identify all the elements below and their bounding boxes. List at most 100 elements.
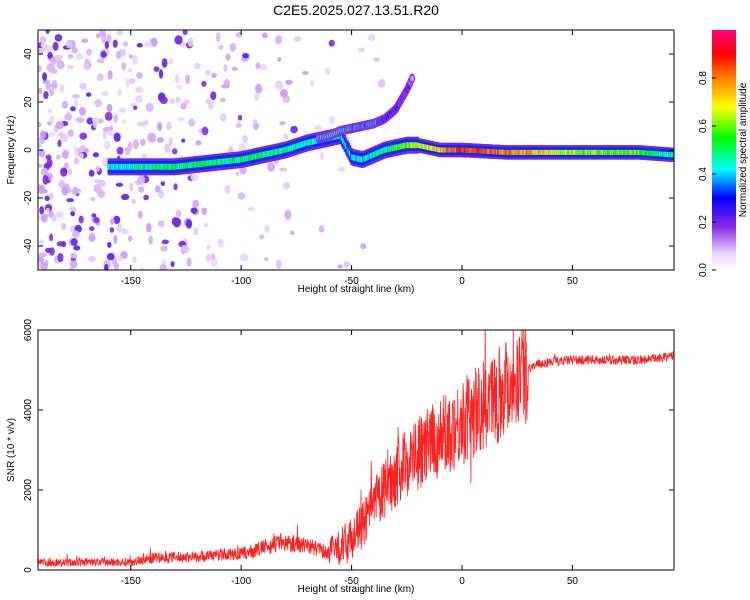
heatmap-noise-cell bbox=[129, 78, 136, 84]
heatmap-ridge-core bbox=[472, 148, 475, 154]
x-tick-label: 50 bbox=[567, 576, 579, 587]
heatmap-ridge-core bbox=[432, 146, 435, 152]
heatmap-noise-cell bbox=[337, 166, 346, 172]
heatmap-noise-cell bbox=[38, 163, 43, 168]
heatmap-ridge-core bbox=[491, 149, 495, 155]
heatmap-ridge-core bbox=[299, 142, 303, 148]
heatmap-ridge-core bbox=[309, 139, 312, 146]
heatmap-ridge-core bbox=[116, 163, 120, 170]
colorbar-gradient bbox=[712, 30, 736, 270]
heatmap-ridge-core bbox=[301, 141, 304, 148]
heatmap-noise-cell bbox=[185, 74, 191, 84]
heatmap-noise-cell bbox=[276, 259, 282, 270]
heatmap-ridge-core bbox=[362, 156, 365, 163]
heatmap-ridge-core bbox=[453, 147, 457, 153]
heatmap-noise-cell bbox=[324, 67, 331, 75]
heatmap-noise-cell bbox=[274, 35, 283, 45]
heatmap-ridge-core bbox=[244, 155, 247, 162]
heatmap-noise-cell bbox=[367, 33, 376, 42]
heatmap-noise-cell bbox=[75, 53, 84, 61]
heatmap-noise-cell bbox=[318, 225, 325, 233]
heatmap-ridge-core bbox=[234, 157, 238, 164]
heatmap-ridge-core bbox=[354, 155, 357, 161]
heatmap-ridge-core bbox=[189, 162, 193, 169]
heatmap-noise-cell bbox=[107, 70, 113, 80]
heatmap-ridge-core bbox=[111, 163, 115, 170]
heatmap-ridge-core bbox=[489, 149, 492, 155]
heatmap-noise-cell bbox=[123, 41, 129, 47]
heatmap-ridge-core bbox=[580, 149, 584, 155]
heatmap-ridge-core bbox=[454, 147, 458, 153]
heatmap-noise-cell bbox=[153, 66, 160, 72]
heatmap-ridge-core bbox=[148, 163, 152, 170]
heatmap-noise-cell bbox=[38, 65, 42, 73]
heatmap-noise-cell bbox=[68, 169, 73, 175]
heatmap-ridge-core bbox=[558, 149, 561, 155]
heatmap-noise-cell bbox=[109, 125, 114, 131]
heatmap-ridge-core bbox=[576, 149, 580, 155]
heatmap-noise-cell bbox=[93, 216, 100, 224]
heatmap-ridge-core bbox=[351, 154, 355, 161]
heatmap-ridge-core bbox=[273, 149, 276, 156]
heatmap-noise-cell bbox=[52, 41, 59, 51]
x-tick-label: -50 bbox=[344, 576, 359, 587]
heatmap-ridge-core bbox=[230, 157, 234, 164]
heatmap-ridge-core bbox=[568, 149, 572, 155]
heatmap-ridge-core bbox=[399, 143, 402, 150]
heatmap-ridge-core bbox=[199, 161, 202, 168]
heatmap-ridge-core bbox=[314, 138, 317, 145]
heatmap-noise-cell bbox=[38, 87, 43, 94]
heatmap-noise-cell bbox=[141, 153, 148, 160]
heatmap-ridge-core bbox=[267, 150, 271, 157]
heatmap-ridge-core bbox=[588, 149, 592, 155]
heatmap-noise-cell bbox=[137, 121, 146, 127]
heatmap-noise-cell bbox=[259, 64, 268, 71]
heatmap-ridge-core bbox=[274, 149, 278, 156]
heatmap-noise-cell bbox=[360, 243, 367, 250]
heatmap-ridge-core bbox=[140, 163, 144, 170]
heatmap-ridge-core bbox=[539, 149, 543, 155]
heatmap-noise-cell bbox=[242, 52, 250, 59]
heatmap-noise-cell bbox=[221, 84, 230, 89]
heatmap-ridge-core bbox=[474, 148, 478, 154]
heatmap-noise-cell bbox=[159, 263, 168, 270]
heatmap-ridge-core bbox=[563, 149, 567, 155]
heatmap-noise-cell bbox=[309, 80, 315, 87]
heatmap-noise-cell bbox=[133, 105, 138, 110]
heatmap-ridge-core bbox=[426, 144, 430, 150]
colorbar-tick-label: 0.2 bbox=[698, 215, 709, 229]
heatmap-noise-cell bbox=[195, 140, 202, 146]
heatmap-ridge-core bbox=[587, 149, 590, 155]
snr-panel: -150 -100 -50 0 50 0 2000 4000 6000 Height of s… bbox=[6, 318, 675, 595]
heatmap-ridge-core bbox=[152, 163, 156, 170]
heatmap-ridge-core bbox=[123, 163, 127, 170]
heatmap-ridge-core bbox=[452, 147, 455, 153]
heatmap-ridge-core bbox=[344, 143, 348, 149]
heatmap-noise-cell bbox=[156, 137, 164, 143]
heatmap-ridge-core bbox=[291, 144, 295, 151]
heatmap-noise-cell bbox=[76, 117, 85, 124]
heatmap-ridge-core bbox=[589, 149, 593, 155]
heatmap-ridge-core bbox=[165, 163, 169, 170]
heatmap-noise-cell bbox=[121, 61, 127, 71]
heatmap-ridge-core bbox=[222, 158, 226, 165]
heatmap-ridge-core bbox=[171, 163, 174, 170]
heatmap-ridge-core bbox=[177, 163, 181, 170]
heatmap-ridge-core bbox=[155, 163, 158, 170]
heatmap-noise-cell bbox=[290, 125, 298, 134]
heatmap-noise-cell bbox=[259, 234, 265, 240]
heatmap-noise-cell bbox=[225, 53, 231, 61]
heatmap-ridge-core bbox=[419, 143, 422, 149]
heatmap-ridge-core bbox=[649, 150, 653, 156]
heatmap-noise-cell bbox=[61, 186, 69, 196]
heatmap-noise-cell bbox=[109, 227, 115, 233]
heatmap-noise-cell bbox=[255, 62, 261, 70]
heatmap-ridge-core bbox=[379, 148, 382, 155]
heatmap-ridge-core bbox=[193, 161, 197, 168]
heatmap-ridge-core bbox=[397, 143, 401, 150]
heatmap-noise-cell bbox=[88, 232, 96, 242]
heatmap-noise-cell bbox=[134, 95, 143, 104]
heatmap-noise-cell bbox=[45, 154, 52, 160]
heatmap-ridge-core bbox=[505, 149, 508, 155]
heatmap-ridge-core bbox=[574, 149, 577, 155]
